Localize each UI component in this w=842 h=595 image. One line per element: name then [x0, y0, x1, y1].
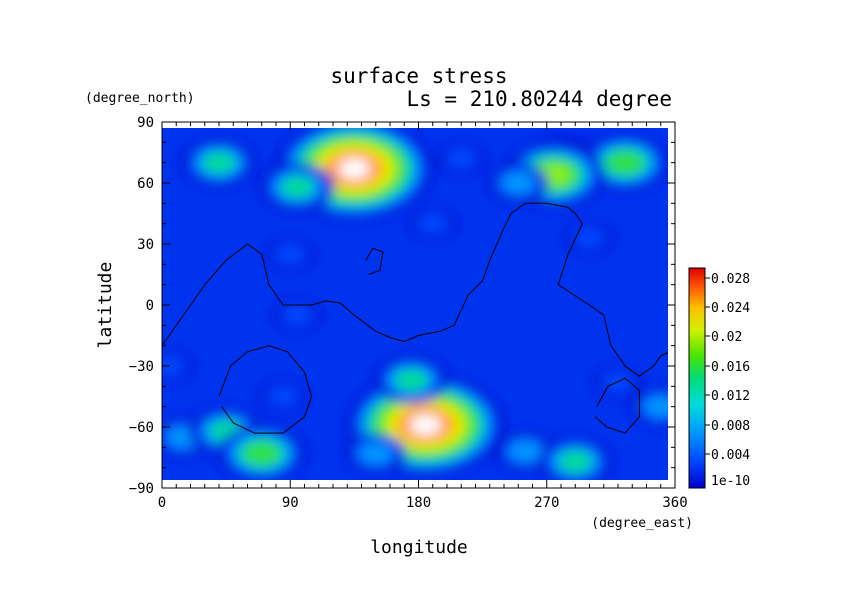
colorbar	[688, 267, 706, 489]
heatmap-blob-12-level-1	[280, 304, 315, 326]
heatmap-blob-10-level-1	[415, 212, 450, 235]
heatmap-blob-2-level-3	[202, 151, 236, 174]
contour-southwest-basin	[218, 345, 313, 434]
heatmap-blob-20-level-3	[558, 450, 593, 473]
heatmap-blob-8-level-1	[444, 147, 479, 170]
y-tick-label-60: 60	[137, 176, 154, 192]
y-tick-label--90: −90	[129, 481, 154, 497]
heatmap-blob-5-level-4	[608, 151, 642, 174]
heatmap-blob-9-level-1	[572, 227, 607, 249]
colorbar-labels: 1e-10 0.004 0.008 0.012 0.016 0.02 0.024 0.028	[705, 272, 750, 489]
x-tick-label-360: 360	[662, 495, 687, 511]
heatmap-blob-23-level-1	[162, 355, 186, 377]
heatmap-blob-1-level-9	[408, 414, 443, 436]
colorbar-label-2: 0.008	[711, 419, 750, 434]
y-axis-label: latitude	[95, 262, 116, 349]
y-unit-label: (degree_north)	[85, 91, 195, 106]
heatmap-blob-21-level-1	[601, 371, 635, 394]
colorbar-label-5: 0.02	[711, 330, 742, 345]
x-tick-label-270: 270	[534, 495, 559, 511]
heatmap-blob-17-level-4	[244, 442, 279, 465]
colorbar-label-1: 0.004	[711, 448, 750, 463]
x-tick-label-90: 90	[282, 495, 299, 511]
heatmap-blob-0-level-9	[337, 157, 372, 180]
heatmap-blob-18-level-2	[358, 442, 393, 465]
colorbar-label-0: 1e-10	[711, 474, 750, 489]
colorbar-label-4: 0.016	[711, 360, 750, 375]
heatmap-blob-11-level-1	[273, 243, 308, 265]
chart-title: surface stress	[330, 64, 507, 88]
contour-southeast-basin	[594, 377, 640, 434]
colorbar-label-6: 0.024	[711, 301, 750, 316]
colorbar-label-7: 0.028	[711, 272, 750, 287]
y-tick-label-0: 0	[146, 298, 154, 314]
contour-west-coast	[162, 202, 668, 377]
y-tick-label--60: −60	[129, 420, 154, 436]
colorbar-label-3: 0.012	[711, 389, 750, 404]
heatmap-blob-3-level-3	[280, 176, 315, 198]
heatmap-blob-19-level-2	[508, 440, 543, 463]
x-tick-label-0: 0	[158, 495, 166, 511]
contour-small-island	[365, 247, 384, 275]
axes: 0 90 180 270 360 90 60 30 0 −30 −60 −90	[129, 115, 688, 511]
heatmap-blob-22-level-2	[643, 395, 668, 418]
y-tick-label-30: 30	[137, 237, 154, 253]
x-tick-label-180: 180	[406, 495, 431, 511]
heatmap-field	[162, 128, 668, 480]
heatmap-blob-14-level-1	[266, 385, 300, 408]
chart-subtitle: Ls = 210.80244 degree	[406, 87, 672, 111]
y-tick-label-90: 90	[137, 115, 154, 131]
x-unit-label: (degree_east)	[591, 516, 693, 531]
x-axis-label: longitude	[370, 537, 468, 558]
contour-lines	[162, 202, 668, 434]
y-tick-label--30: −30	[129, 359, 154, 375]
heatmap-blob-13-level-3	[394, 369, 429, 392]
heatmap-blob-7-level-2	[501, 172, 536, 194]
